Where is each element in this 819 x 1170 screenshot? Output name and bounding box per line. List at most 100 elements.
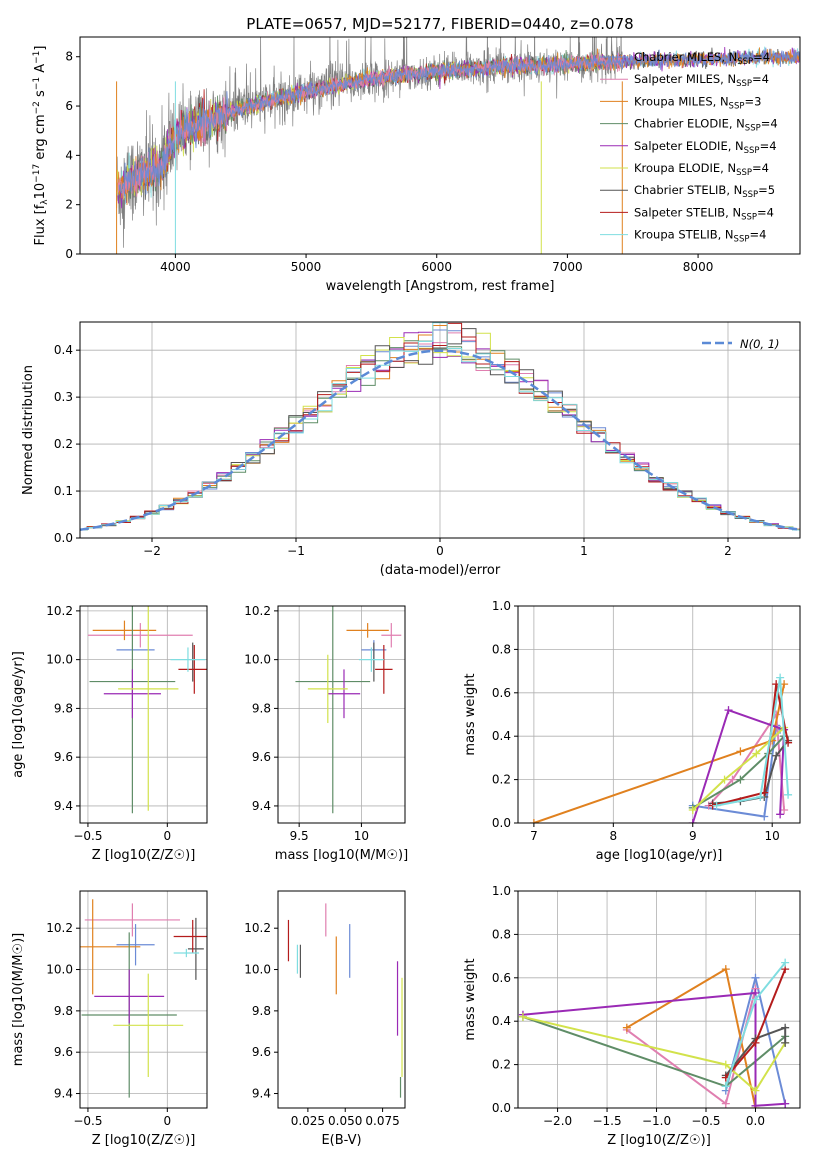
y-tick-label: 0: [65, 247, 73, 261]
x-tick-label: 10: [354, 829, 369, 843]
y-label-part: −1: [32, 51, 42, 64]
x-axis-label: wavelength [Angstrom, rest frame]: [326, 279, 555, 294]
y-tick-label: 0.4: [492, 729, 511, 743]
x-tick-label: 0.075: [365, 1114, 399, 1128]
y-tick-label: 9.6: [252, 750, 271, 764]
y-tick-label: 4: [65, 148, 73, 162]
y-tick-label: 10.2: [244, 604, 271, 618]
series-marker: [751, 1086, 760, 1095]
panel-mass-vs-Z: −0.5 0 9.4 9.6 9.8 10.0 10.2 Z [log10(Z/Z☉)] mas…: [11, 890, 208, 1148]
y-tick-label: 0.2: [54, 437, 73, 451]
panel-age-vs-mass: 9.5 10 9.4 9.6 9.8 10.0 10.2 mass [log10(M/M☉)]: [244, 604, 408, 863]
x-tick-label: −1: [287, 544, 305, 558]
x-tick-label: −2: [143, 544, 161, 558]
y-tick-label: 0.8: [492, 642, 511, 656]
y-tick-label: 0.0: [492, 1101, 511, 1115]
series-marker: [721, 1082, 730, 1091]
legend-entry: Kroupa MILES, NSSP=3: [634, 94, 761, 111]
series-marker: [784, 790, 793, 799]
y-label-part: s: [33, 90, 48, 101]
legend-entry: Chabrier STELIB, NSSP=5: [634, 183, 775, 200]
y-tick-label: 0.2: [492, 773, 511, 787]
panel-massweight-vs-age: 7 8 9 10 0.0 0.2 0.4 0.6 0.8 1.0 age [log10(age/yr…: [463, 599, 801, 863]
x-axis-label: (data-model)/error: [380, 563, 501, 578]
legend-value: =4: [761, 117, 778, 131]
legend-value: =4: [749, 228, 766, 242]
series-marker: [772, 751, 781, 760]
x-tick-label: 0.025: [291, 1114, 325, 1128]
y-tick-label: 9.8: [54, 1004, 73, 1018]
y-label-part: −17: [32, 164, 42, 183]
legend-subscript: SSP: [729, 101, 745, 111]
y-tick-label: 0.4: [492, 1014, 511, 1028]
y-label-part: −2: [32, 101, 42, 114]
y-tick-label: 9.8: [54, 701, 73, 715]
legend-value: =4: [752, 161, 769, 175]
y-tick-label: 10.0: [244, 963, 271, 977]
series-marker: [752, 749, 761, 758]
y-label-part: Flux [f: [33, 204, 48, 245]
series-line: [522, 991, 786, 1107]
mass-weight-series: [712, 673, 793, 810]
y-tick-label: 8: [65, 50, 73, 64]
legend-subscript: SSP: [736, 168, 752, 178]
x-tick-label: −1.5: [592, 1114, 621, 1128]
legend-entry: Salpeter ELODIE, NSSP=4: [634, 139, 777, 156]
y-axis-label: Normed distribution: [21, 365, 36, 495]
legend-entry: N(0, 1): [740, 337, 780, 351]
x-tick-label: −0.5: [73, 829, 102, 843]
series-marker: [688, 805, 697, 814]
y-tick-label: 9.6: [252, 1045, 271, 1059]
ebv-plot-area: [287, 903, 403, 1098]
x-tick-label: 10: [765, 829, 780, 843]
legend-subscript: SSP: [744, 146, 760, 156]
y-tick-label: 9.4: [54, 799, 73, 813]
axes-frame: [79, 36, 801, 255]
legend-entry: Salpeter MILES, NSSP=4: [634, 72, 769, 89]
y-tick-label: 10.2: [46, 604, 73, 618]
error-bar-point: [173, 948, 200, 958]
y-tick-label: 2: [65, 198, 73, 212]
series-marker: [751, 1101, 760, 1108]
x-tick-label: 0: [163, 829, 171, 843]
y-tick-label: 9.8: [252, 1004, 271, 1018]
legend-subscript: SSP: [734, 235, 750, 245]
y-tick-label: 10.0: [46, 963, 73, 977]
series-marker: [728, 775, 737, 784]
y-tick-label: 1.0: [492, 884, 511, 898]
legend-value: =3: [744, 94, 761, 108]
axes-frame: [517, 890, 801, 1109]
normal-curve: [80, 349, 798, 532]
figure-title: PLATE=0657, MJD=52177, FIBERID=0440, z=0…: [246, 15, 633, 33]
y-tick-label: 10.0: [46, 653, 73, 667]
x-axis-label: mass [log10(M/M☉)]: [275, 848, 408, 863]
series-line: [692, 735, 785, 809]
error-bar-point: [116, 924, 155, 966]
series-marker: [776, 673, 785, 682]
error-bar-point: [187, 917, 204, 980]
x-tick-label: 7: [530, 829, 538, 843]
error-bar-point: [307, 654, 348, 724]
series-marker: [756, 792, 765, 801]
x-tick-label: 9.5: [290, 829, 309, 843]
legend-value: =4: [753, 50, 770, 64]
axes-frame: [277, 890, 406, 1109]
error-bar-point: [295, 606, 371, 814]
panel-ebv: 0.025 0.050 0.075 9.4 9.6 9.8 10.0 10.2 E(B-V): [244, 890, 406, 1148]
series-marker: [781, 1099, 790, 1108]
series-marker: [721, 965, 730, 974]
legend-subscript: SSP: [736, 79, 752, 89]
y-tick-label: 0.4: [54, 343, 73, 357]
legend-value: =4: [760, 139, 777, 153]
series-marker: [518, 1012, 527, 1021]
residual-hist-plot-area: [80, 322, 800, 538]
x-axis-label: E(B-V): [321, 1133, 361, 1148]
legend-entry: Salpeter STELIB, NSSP=4: [634, 205, 774, 222]
y-tick-label: 1.0: [492, 599, 511, 613]
y-tick-label: 10.2: [244, 921, 271, 935]
series-marker: [622, 1023, 631, 1032]
y-tick-label: 0.1: [54, 484, 73, 498]
x-tick-label: 8: [610, 829, 618, 843]
axes-frame: [277, 605, 406, 824]
